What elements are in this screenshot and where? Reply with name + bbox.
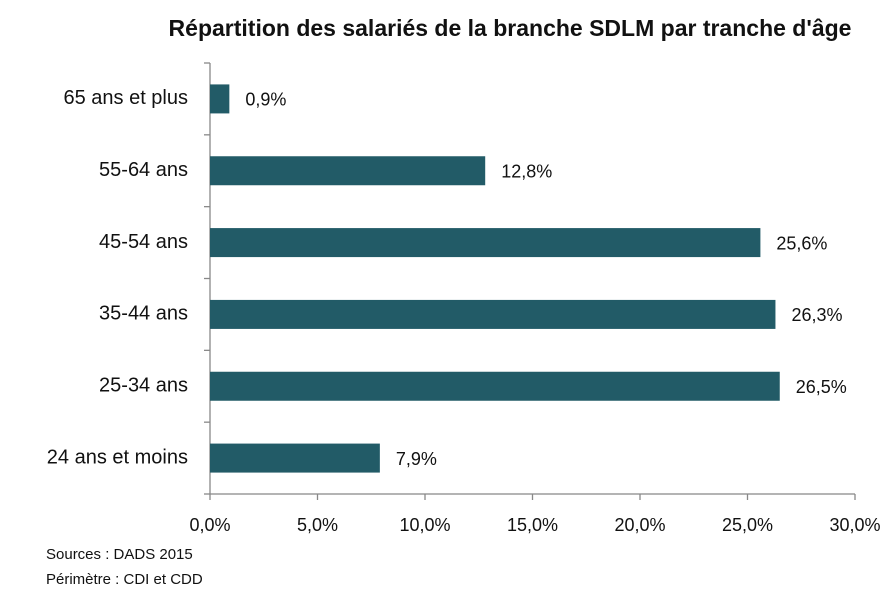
bar (210, 443, 380, 473)
x-tick-label: 30,0% (829, 515, 880, 535)
value-label: 26,3% (791, 305, 842, 325)
note: Périmètre : CDI et CDD (46, 571, 203, 588)
x-tick-label: 15,0% (507, 515, 558, 535)
value-label: 25,6% (776, 233, 827, 253)
value-label: 0,9% (245, 90, 286, 110)
y-tick-label: 24 ans et moins (47, 446, 188, 468)
value-label: 26,5% (796, 377, 847, 397)
y-tick-label: 35-44 ans (99, 303, 188, 325)
chart-title: Répartition des salariés de la branche S… (168, 15, 852, 41)
value-label: 7,9% (396, 449, 437, 469)
note: Sources : DADS 2015 (46, 546, 193, 563)
y-tick-label: 45-54 ans (99, 231, 188, 253)
bar (210, 299, 776, 329)
x-tick-label: 5,0% (297, 515, 338, 535)
value-label: 12,8% (501, 162, 552, 182)
x-tick-label: 0,0% (189, 515, 230, 535)
bar (210, 156, 486, 186)
x-tick-label: 25,0% (722, 515, 773, 535)
bar (210, 371, 780, 401)
y-tick-label: 65 ans et plus (63, 87, 188, 109)
y-tick-label: 25-34 ans (99, 375, 188, 397)
bar (210, 84, 230, 114)
y-tick-label: 55-64 ans (99, 159, 188, 181)
x-tick-label: 20,0% (614, 515, 665, 535)
x-tick-label: 10,0% (399, 515, 450, 535)
bar (210, 228, 761, 258)
